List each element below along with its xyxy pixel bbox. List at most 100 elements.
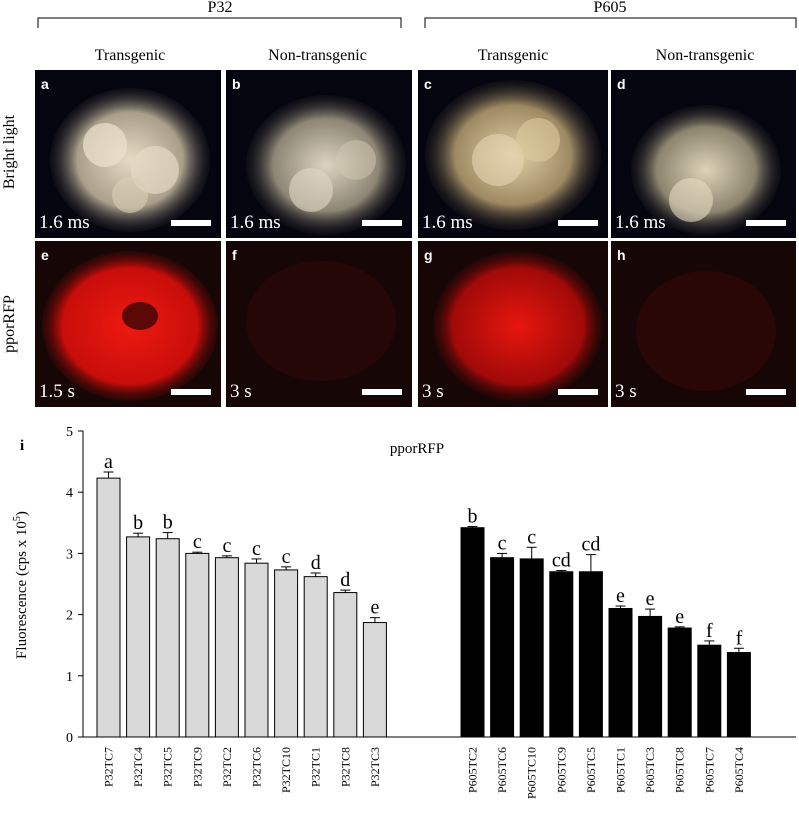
exposure-label: 3 s bbox=[422, 381, 444, 402]
y-tick-label: 4 bbox=[66, 486, 73, 501]
micrograph-f: f 3 s bbox=[226, 241, 412, 407]
category-label: P605TC10 bbox=[525, 747, 539, 799]
callus-image bbox=[50, 88, 210, 232]
group-header-p32: P32 bbox=[207, 0, 233, 16]
bar bbox=[667, 627, 692, 738]
y-tick-label: 1 bbox=[66, 670, 73, 685]
scale-bar bbox=[362, 389, 402, 395]
significance-letter: d bbox=[340, 569, 350, 591]
significance-letter: a bbox=[104, 451, 113, 473]
bar bbox=[578, 571, 603, 738]
chart-title: pporRFP bbox=[390, 441, 444, 457]
micrograph-a: a 1.6 ms bbox=[35, 70, 221, 238]
rfp-fluorescence-image bbox=[246, 261, 396, 381]
significance-letter: c bbox=[252, 538, 261, 560]
bar bbox=[460, 527, 485, 738]
significance-letter: b bbox=[133, 512, 143, 534]
bar bbox=[362, 622, 387, 738]
bar bbox=[490, 557, 515, 738]
significance-letter: c bbox=[193, 531, 202, 553]
significance-letter: c bbox=[282, 546, 291, 568]
exposure-label: 3 s bbox=[230, 381, 252, 402]
category-label: P605TC8 bbox=[673, 747, 687, 793]
micrograph-d: d 1.6 ms bbox=[611, 70, 796, 238]
panel-letter: f bbox=[232, 247, 237, 263]
bar bbox=[638, 615, 663, 738]
bar bbox=[274, 569, 299, 738]
scale-bar bbox=[362, 220, 402, 226]
scale-bar bbox=[171, 220, 211, 226]
significance-letter: cd bbox=[581, 534, 600, 556]
category-label: P605TC2 bbox=[466, 747, 480, 793]
category-label: P605TC9 bbox=[554, 747, 568, 793]
exposure-label: 1.6 ms bbox=[422, 212, 473, 233]
exposure-label: 1.6 ms bbox=[230, 212, 281, 233]
callus-image bbox=[425, 80, 601, 230]
panel-letter: d bbox=[617, 76, 626, 92]
category-label: P32TC3 bbox=[368, 747, 382, 787]
bar bbox=[519, 558, 544, 738]
y-tick-label: 5 bbox=[66, 425, 73, 440]
category-label: P32TC5 bbox=[161, 747, 175, 787]
significance-letter: c bbox=[498, 532, 507, 554]
significance-letter: e bbox=[616, 585, 625, 607]
micrograph-h: h 3 s bbox=[611, 241, 796, 407]
category-label: P32TC6 bbox=[250, 747, 264, 787]
rfp-fluorescence-image bbox=[433, 251, 603, 401]
panel-letter: h bbox=[617, 247, 626, 263]
bar bbox=[126, 536, 151, 738]
category-label: P605TC5 bbox=[584, 747, 598, 793]
column-label-p32-nontransgenic: Non-transgenic bbox=[268, 47, 367, 64]
y-axis-label: Fluorescence (cps x 105) bbox=[12, 511, 30, 659]
bar bbox=[333, 592, 358, 738]
scale-bar bbox=[746, 220, 786, 226]
row-label-pporrfp: pporRFP bbox=[1, 295, 18, 353]
callus-image bbox=[631, 105, 781, 235]
rfp-fluorescence-image bbox=[42, 251, 218, 401]
rfp-fluorescence-image bbox=[636, 271, 776, 391]
fluorescence-bar-chart: i pporRFP 0 1 2 3 4 5 Fluorescence (cps x 105) a P… bbox=[12, 425, 796, 799]
column-label-p32-transgenic: Transgenic bbox=[94, 47, 166, 64]
panel-letter-i: i bbox=[20, 438, 24, 454]
bar bbox=[214, 557, 239, 738]
bar bbox=[726, 652, 751, 738]
y-tick-label: 2 bbox=[66, 609, 73, 624]
bar bbox=[155, 538, 180, 738]
category-label: P605TC7 bbox=[702, 747, 716, 793]
callus-image bbox=[246, 95, 406, 235]
category-label: P32TC7 bbox=[102, 747, 116, 787]
significance-letter: d bbox=[311, 552, 321, 574]
significance-letter: f bbox=[706, 620, 713, 642]
group-header-p605: P605 bbox=[593, 0, 627, 16]
category-label: P32TC10 bbox=[279, 747, 293, 793]
category-label: P605TC4 bbox=[732, 747, 746, 793]
scale-bar bbox=[558, 389, 598, 395]
significance-letter: b bbox=[163, 512, 173, 534]
group-brackets bbox=[37, 17, 797, 28]
panel-letter: b bbox=[232, 76, 241, 92]
category-label: P32TC4 bbox=[131, 747, 145, 787]
bar bbox=[549, 571, 574, 738]
significance-letter: f bbox=[736, 627, 743, 649]
bar bbox=[185, 552, 210, 738]
significance-letter: cd bbox=[552, 550, 571, 572]
bar bbox=[303, 576, 328, 738]
significance-letter: c bbox=[222, 535, 231, 557]
panel-letter: e bbox=[41, 247, 49, 263]
bar bbox=[697, 644, 722, 738]
category-label: P32TC8 bbox=[338, 747, 352, 787]
micrograph-e: e 1.5 s bbox=[35, 241, 221, 407]
bar bbox=[96, 477, 121, 738]
exposure-label: 3 s bbox=[615, 381, 637, 402]
panel-letter: a bbox=[41, 76, 49, 92]
exposure-label: 1.6 ms bbox=[39, 212, 90, 233]
micrograph-c: c 1.6 ms bbox=[418, 70, 608, 238]
exposure-label: 1.5 s bbox=[39, 381, 75, 402]
category-label: P605TC3 bbox=[643, 747, 657, 793]
micrograph-g: g 3 s bbox=[418, 241, 608, 407]
scale-bar bbox=[558, 220, 598, 226]
category-label: P605TC1 bbox=[614, 747, 628, 793]
panel-letter: c bbox=[424, 76, 432, 92]
column-label-p605-transgenic: Transgenic bbox=[477, 47, 549, 64]
significance-letter: c bbox=[527, 526, 536, 548]
